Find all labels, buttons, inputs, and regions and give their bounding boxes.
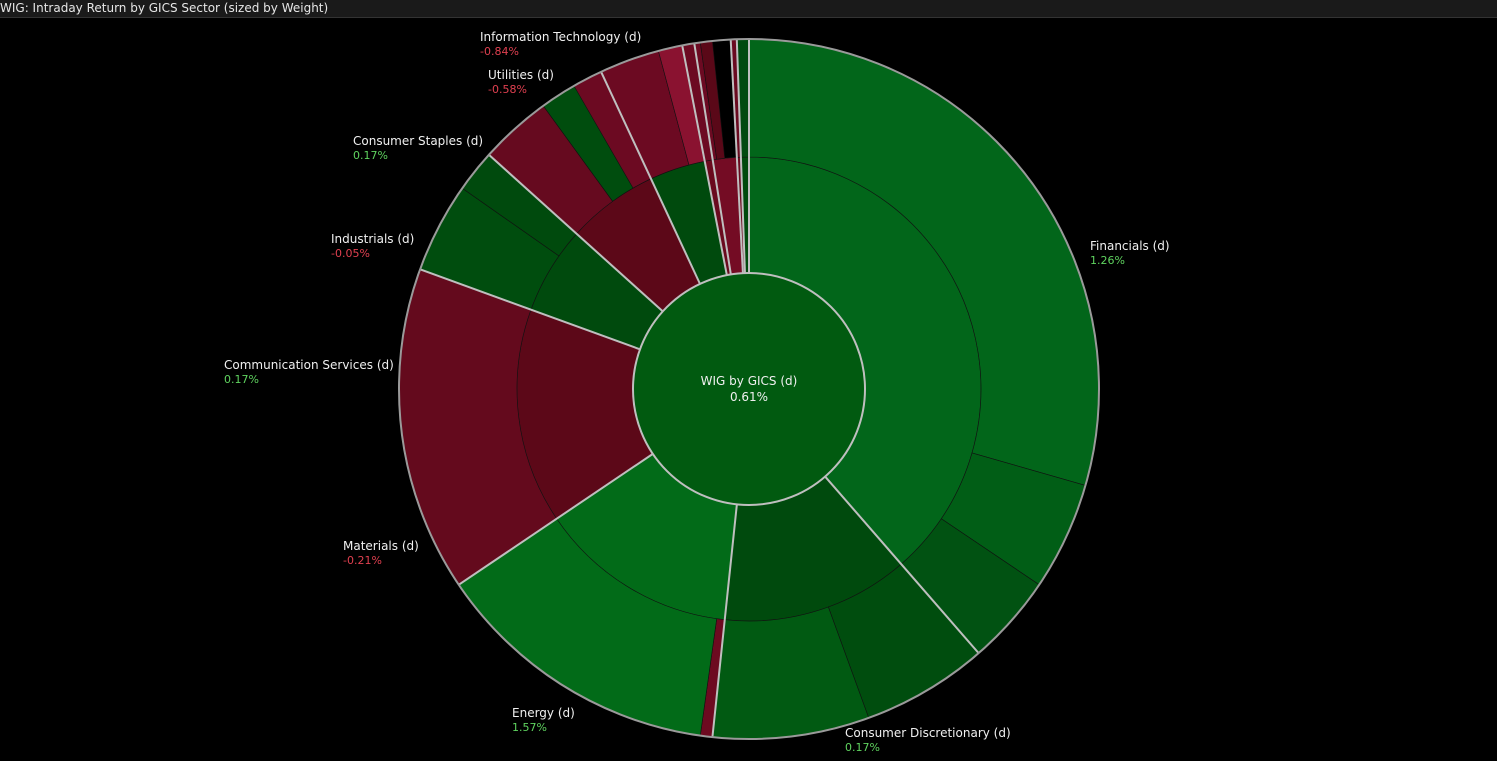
root-node[interactable]: WIG by GICS (d) 0.61% — [632, 272, 866, 506]
sector-label: Energy (d) — [512, 706, 575, 720]
sector-return: 0.17% — [845, 741, 880, 754]
sector-return: -0.58% — [488, 83, 527, 96]
sector-label: Consumer Staples (d) — [353, 134, 483, 148]
sector-separator — [488, 154, 664, 313]
outer-ring-border — [398, 38, 1100, 740]
sector-label: Consumer Discretionary (d) — [845, 726, 1011, 740]
sector-label: Information Technology (d) — [480, 30, 641, 44]
slices-layer — [398, 38, 1100, 740]
sector-label: Materials (d) — [343, 539, 419, 553]
sector-return: -0.21% — [343, 554, 382, 567]
sector-return: 1.26% — [1090, 254, 1125, 267]
sector-separator — [458, 453, 654, 586]
root-return: 0.61% — [730, 390, 768, 404]
sector-return: -0.05% — [331, 247, 370, 260]
sector-labels: Financials (d)1.26% Consumer Discretionar… — [224, 30, 1170, 754]
title-bar: WIG: Intraday Return by GICS Sector (siz… — [0, 0, 1497, 18]
sector-label: Communication Services (d) — [224, 358, 394, 372]
sector-return: 0.17% — [353, 149, 388, 162]
sector-separator — [735, 39, 746, 274]
sector-return: 1.57% — [512, 721, 547, 734]
sector-separator — [600, 71, 701, 285]
sector-separator — [693, 43, 732, 275]
sector-separator — [729, 39, 744, 274]
root-circle[interactable] — [632, 272, 866, 506]
sector-separator — [681, 45, 728, 276]
sector-label: Industrials (d) — [331, 232, 414, 246]
sector-separator — [419, 268, 641, 351]
sector-separator — [824, 475, 980, 654]
sector-separator — [711, 504, 738, 738]
sector-label: Financials (d) — [1090, 239, 1170, 253]
sector-return: 0.17% — [224, 373, 259, 386]
root-label: WIG by GICS (d) — [701, 374, 798, 388]
chart-title: WIG: Intraday Return by GICS Sector (siz… — [0, 1, 329, 15]
sector-return: -0.84% — [480, 45, 519, 58]
sector-label: Utilities (d) — [488, 68, 554, 82]
